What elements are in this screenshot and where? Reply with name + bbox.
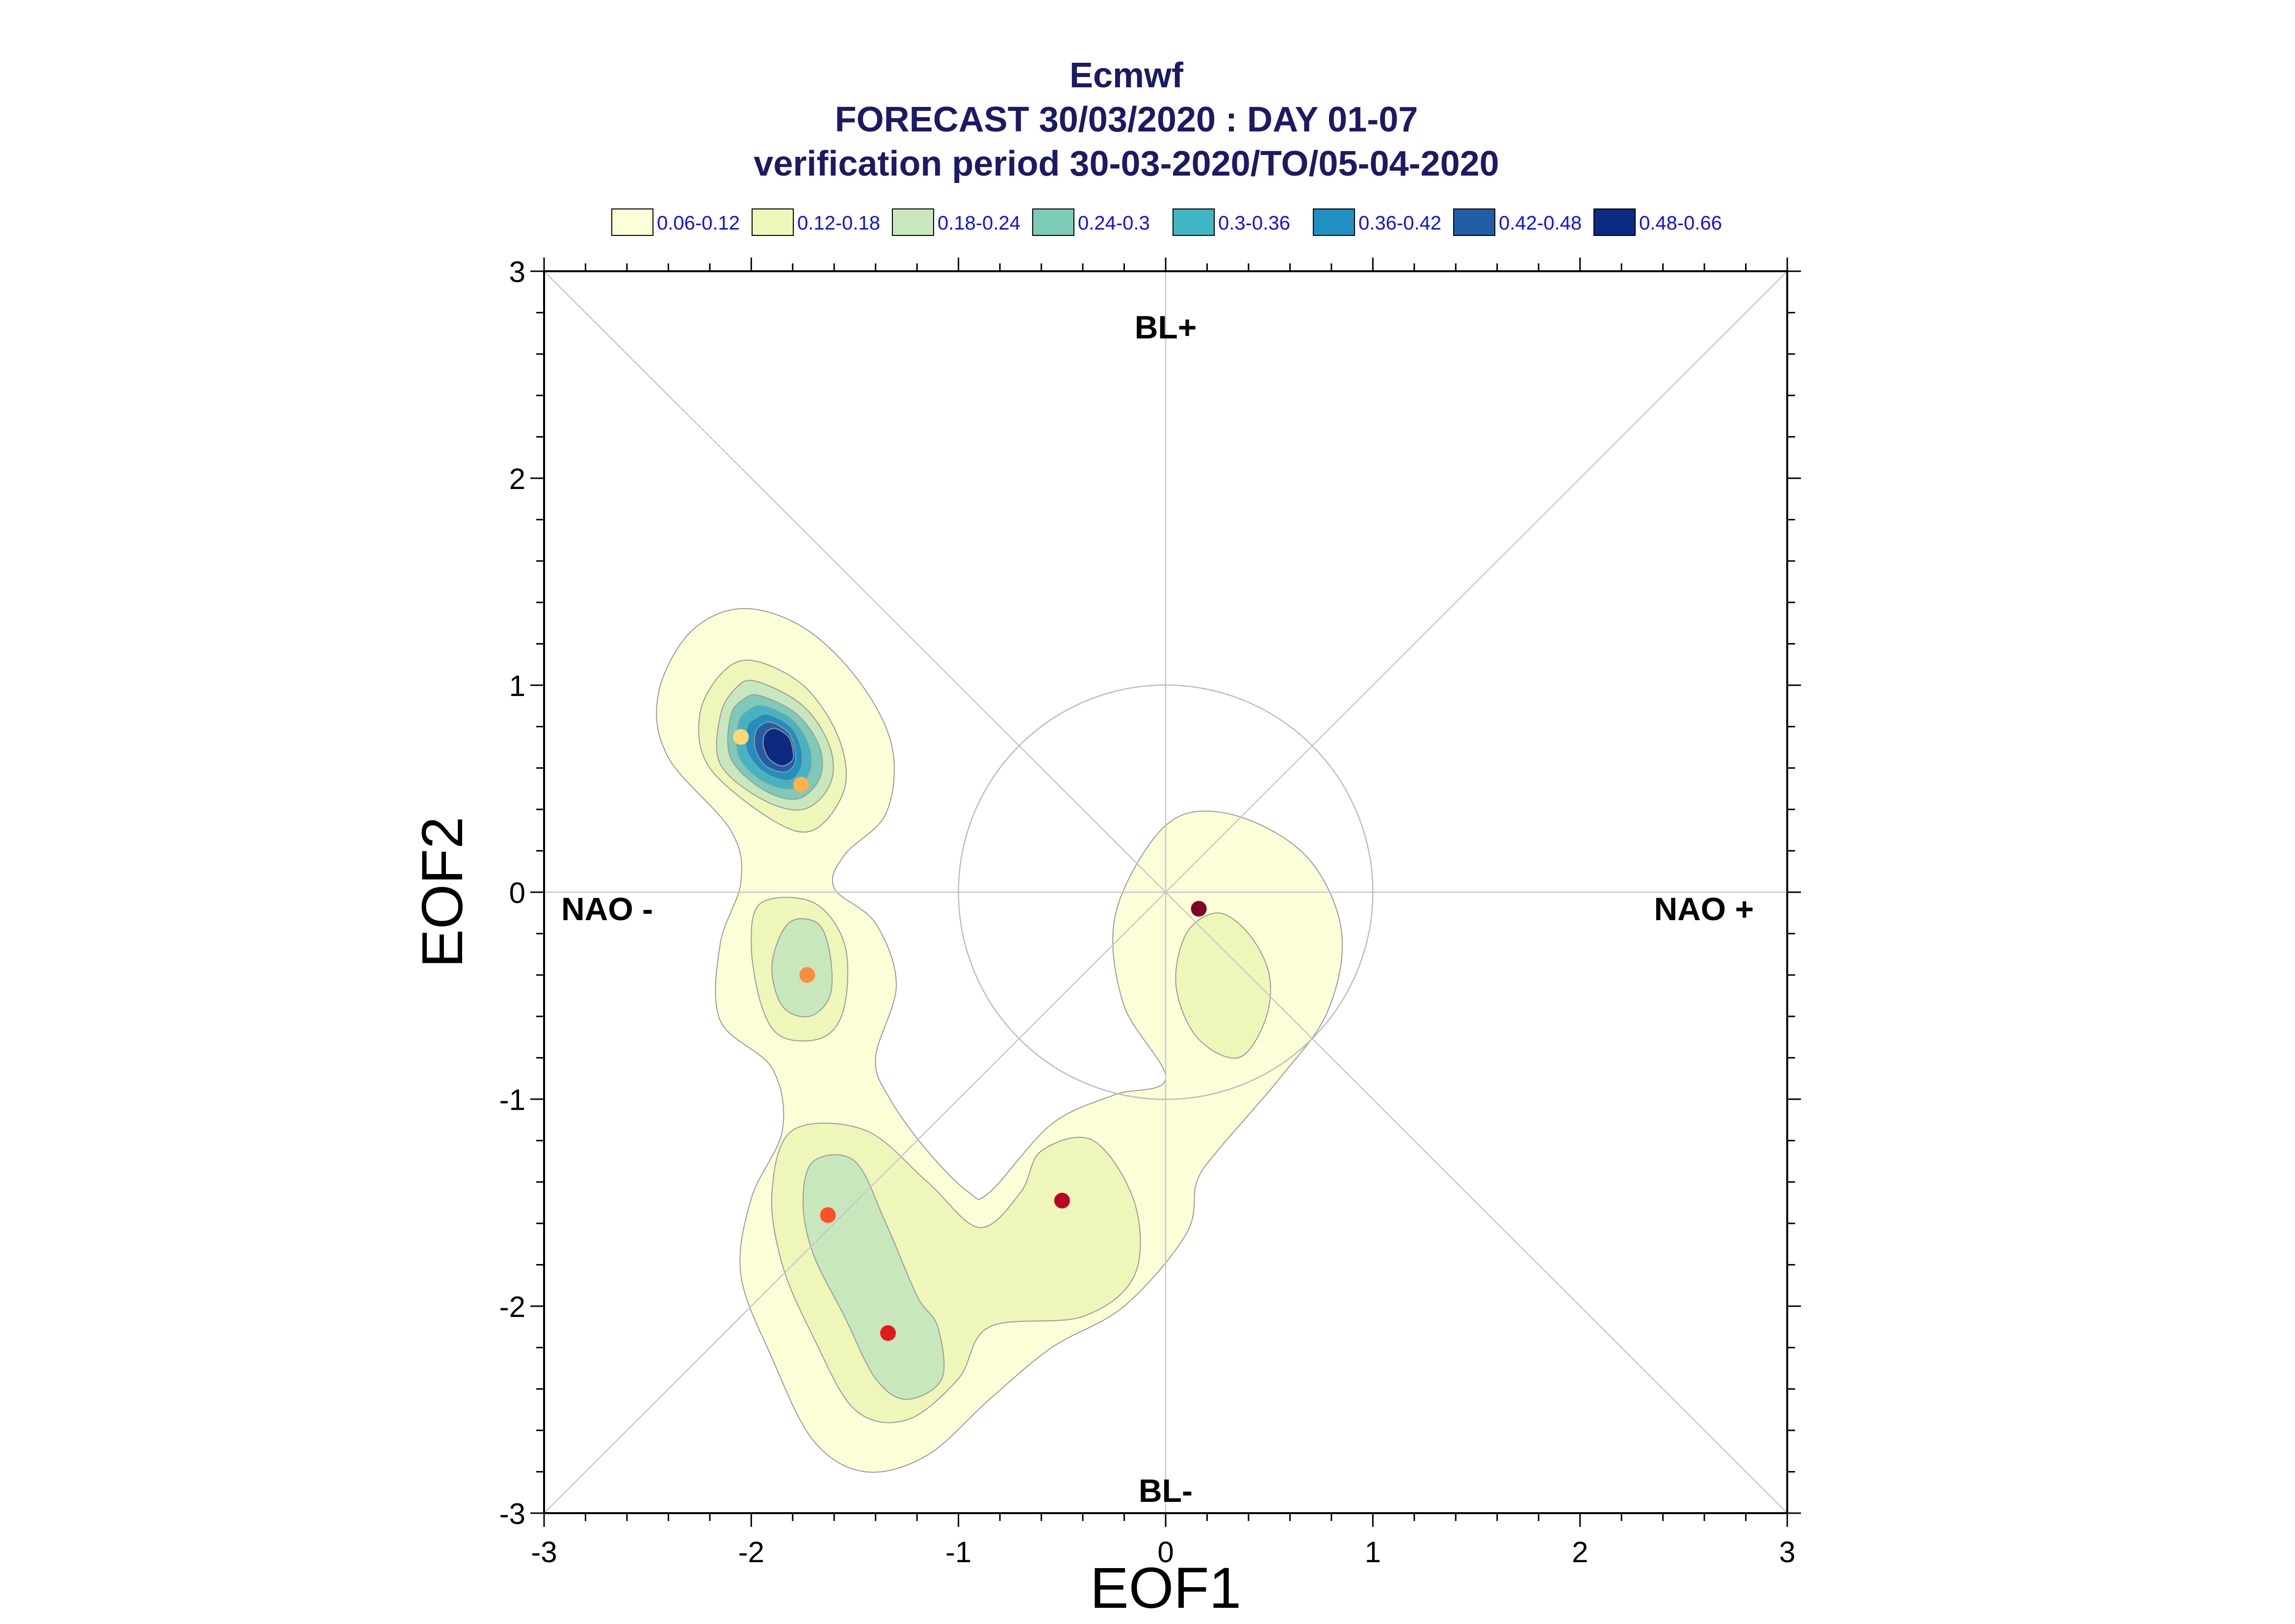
legend: 0.06-0.12 0.12-0.18 0.18-0.24 0.24-0.3 0.3-0… [611, 208, 1722, 236]
legend-label-3: 0.18-0.24 [938, 212, 1020, 234]
legend-swatch-7 [1453, 208, 1495, 236]
legend-swatch-3 [892, 208, 934, 236]
legend-label-6: 0.36-0.42 [1358, 212, 1441, 234]
legend-label-1: 0.06-0.12 [657, 212, 740, 234]
legend-swatch-1 [611, 208, 653, 236]
regime-label-nao-plus: NAO + [1654, 891, 1754, 927]
legend-swatch-8 [1593, 208, 1636, 236]
regime-label-bl-plus: BL+ [1135, 309, 1197, 345]
y-tick-label: 2 [509, 463, 525, 495]
density-region-level-1-3 [1175, 912, 1271, 1059]
chart-subtitle: FORECAST 30/03/2020 : DAY 01-07 [835, 100, 1418, 139]
density-region-level-2-1 [771, 918, 833, 1017]
data-point-2 [793, 776, 809, 793]
y-tick-label: -3 [499, 1497, 525, 1530]
plot-area: -3 -2 -1 0 1 2 3 -3 -2 -1 0 1 2 3 [499, 256, 1801, 1569]
legend-swatch-4 [1032, 208, 1074, 236]
x-tick-label: -3 [531, 1536, 557, 1569]
data-point-7 [1191, 901, 1207, 917]
legend-label-2: 0.12-0.18 [797, 212, 880, 234]
x-tick-label: -2 [738, 1536, 764, 1569]
legend-swatch-6 [1313, 208, 1355, 236]
y-tick-label: -1 [499, 1083, 525, 1116]
density-region-level-2-2 [802, 1154, 945, 1400]
regime-label-nao-minus: NAO - [561, 891, 653, 927]
regime-label-bl-minus: BL- [1139, 1472, 1193, 1509]
data-point-1 [733, 729, 749, 745]
chart-subtitle-period: verification period 30-03-2020/TO/05-04-… [754, 144, 1499, 183]
axis-ticks: -3 -2 -1 0 1 2 3 -3 -2 -1 0 1 2 3 [499, 256, 1801, 1569]
x-tick-label: 0 [1157, 1536, 1174, 1569]
x-tick-label: -1 [945, 1536, 971, 1569]
chart-title: Ecmwf [1069, 56, 1184, 95]
y-tick-label: 1 [509, 670, 525, 702]
y-tick-label: 0 [509, 876, 525, 909]
y-axis-title: EOF2 [410, 817, 475, 968]
data-points [733, 729, 1207, 1341]
density-region-level-7-0 [762, 727, 794, 767]
x-tick-label: 2 [1572, 1536, 1588, 1569]
legend-label-7: 0.42-0.48 [1499, 212, 1582, 234]
x-axis-title: EOF1 [1090, 1556, 1241, 1621]
legend-swatch-5 [1173, 208, 1215, 236]
x-tick-label: 3 [1779, 1536, 1795, 1569]
data-point-4 [820, 1207, 836, 1223]
data-point-5 [880, 1325, 896, 1341]
density-contours [656, 608, 1343, 1473]
legend-label-5: 0.3-0.36 [1218, 212, 1290, 234]
legend-label-8: 0.48-0.66 [1639, 212, 1722, 234]
y-tick-label: 3 [509, 256, 525, 288]
y-tick-label: -2 [499, 1290, 525, 1323]
unit-circle [958, 684, 1374, 1100]
legend-swatch-2 [752, 208, 794, 236]
legend-label-4: 0.24-0.3 [1078, 212, 1150, 234]
data-point-3 [799, 967, 815, 983]
x-tick-label: 1 [1365, 1536, 1381, 1569]
guide-lines [544, 271, 1788, 1514]
data-point-6 [1054, 1192, 1070, 1209]
